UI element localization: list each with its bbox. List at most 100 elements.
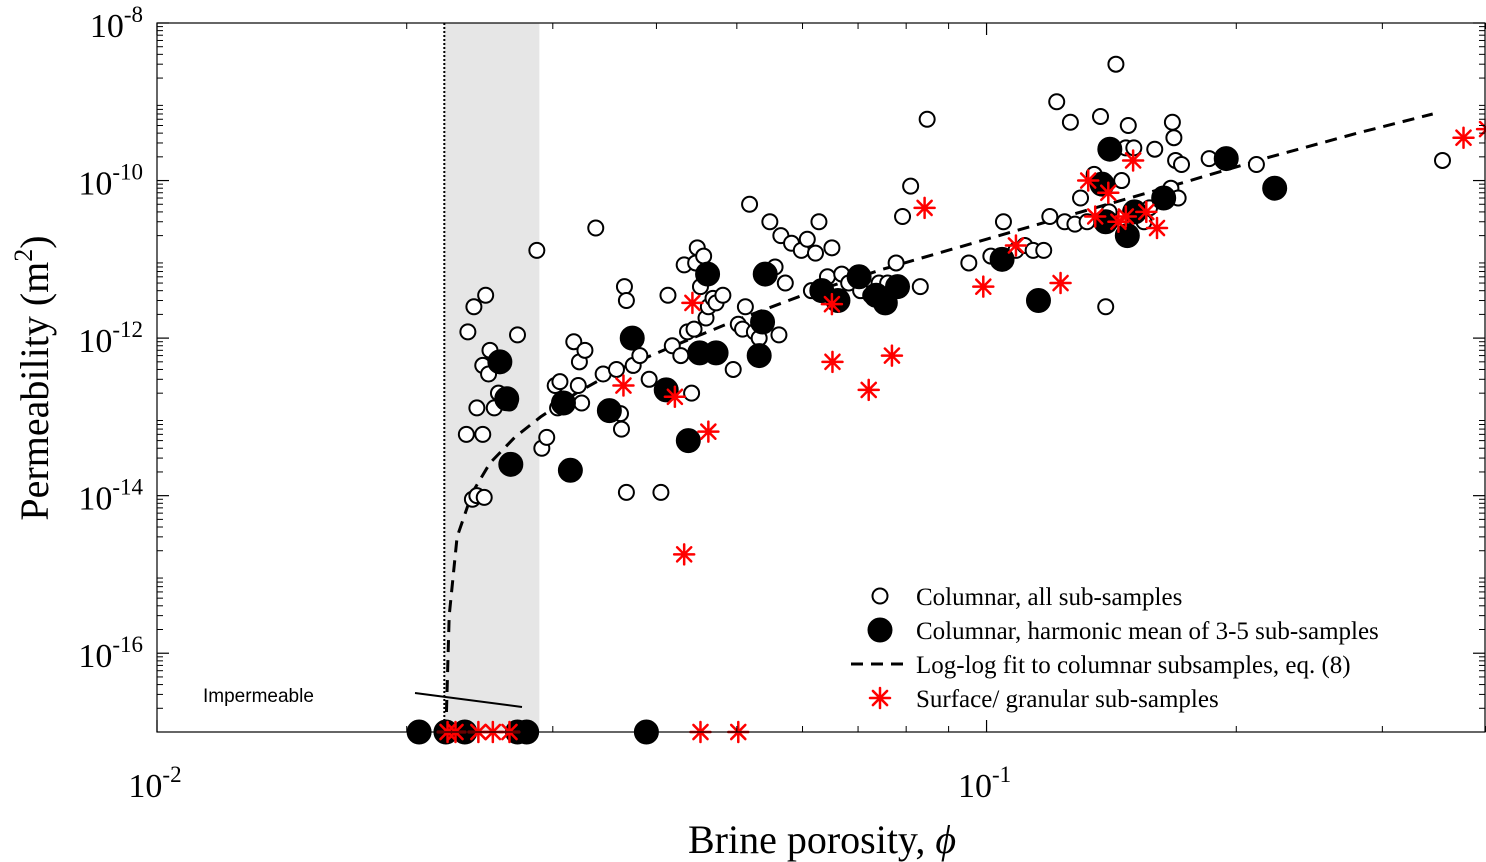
y-tick-label: 10-8 — [90, 2, 143, 45]
legend-label: Surface/ granular sub-samples — [916, 686, 1219, 713]
columnar-harmonic-mean-point — [750, 309, 776, 335]
surface-granular-point — [1076, 169, 1100, 192]
surface-granular-point — [1114, 205, 1138, 228]
columnar-harmonic-mean-point — [1114, 223, 1140, 249]
columnar-subsample-point — [1247, 155, 1265, 173]
surface-granular-point — [1083, 205, 1107, 228]
columnar-subsample-point — [761, 213, 779, 231]
columnar-subsample-point — [736, 298, 754, 316]
surface-granular-point — [857, 378, 880, 402]
columnar-subsample-point — [457, 425, 475, 443]
columnar-subsample-point — [887, 254, 905, 272]
columnar-subsample-point — [474, 425, 492, 443]
columnar-harmonic-mean-point — [596, 398, 622, 424]
legend-label: Columnar, harmonic mean of 3-5 sub-sampl… — [916, 618, 1379, 645]
columnar-subsample-point — [551, 373, 569, 391]
legend-asterisk-swatch — [868, 686, 892, 710]
columnar-subsample-point — [1173, 155, 1191, 173]
columnar-harmonic-mean-point — [498, 451, 524, 477]
columnar-harmonic-mean-point — [1213, 146, 1239, 172]
columnar-subsample-point — [615, 278, 633, 296]
x-tick-label: 10-2 — [128, 762, 181, 805]
columnar-subsample-point — [612, 420, 630, 438]
surface-granular-point — [672, 543, 696, 566]
x-axis-label: Brine porosity, ϕ — [688, 817, 956, 862]
columnar-subsample-point — [994, 213, 1012, 231]
surface-granular-point — [1107, 210, 1130, 233]
surface-granular-point — [913, 196, 936, 220]
columnar-subsample-point — [685, 320, 703, 338]
columnar-harmonic-mean-point — [550, 390, 576, 416]
columnar-harmonic-mean-point — [675, 428, 701, 454]
columnar-subsample-point — [741, 195, 759, 213]
columnar-subsample-point — [1165, 129, 1183, 147]
columnar-subsample-point — [672, 347, 690, 365]
columnar-subsample-point — [569, 377, 587, 395]
columnar-subsample-point — [724, 360, 742, 378]
columnar-subsample-point — [810, 213, 828, 231]
columnar-subsample-point — [617, 483, 635, 501]
legend-label: Log-log fit to columnar subsamples, eq. … — [916, 652, 1351, 679]
surface-granular-point — [1004, 234, 1028, 257]
columnar-harmonic-mean-point — [494, 386, 520, 412]
columnar-harmonic-mean-point — [487, 349, 513, 375]
columnar-subsample-point — [714, 286, 732, 304]
surface-granular-point — [821, 350, 844, 374]
columnar-subsample-point — [631, 347, 649, 365]
columnar-subsample-point — [475, 488, 493, 506]
surface-granular-point — [681, 291, 704, 315]
surface-granular-point — [820, 292, 844, 316]
columnar-subsample-point — [823, 239, 841, 257]
columnar-subsample-point — [528, 241, 546, 259]
columnar-harmonic-mean-point — [752, 261, 778, 287]
columnar-subsample-point — [465, 298, 483, 316]
columnar-subsample-point — [468, 399, 486, 417]
columnar-harmonic-mean-point — [1151, 185, 1177, 211]
columnar-subsample-point — [607, 360, 625, 378]
y-tick-label: 10-12 — [78, 317, 143, 360]
surface-granular-point — [612, 374, 635, 397]
columnar-subsample-point — [776, 274, 794, 292]
y-axis-label: Permeability (m2) — [9, 235, 57, 520]
columnar-subsample-point — [894, 207, 912, 225]
columnar-subsample-point — [587, 219, 605, 237]
columnar-subsample-point — [806, 244, 824, 262]
columnar-subsample-point — [1041, 207, 1059, 225]
columnar-harmonic-mean-point — [885, 274, 911, 300]
columnar-subsample-point — [695, 247, 713, 265]
columnar-subsample-point — [1433, 151, 1451, 169]
surface-granular-point — [1097, 181, 1120, 205]
columnar-subsample-point — [770, 326, 788, 344]
columnar-subsample-point — [565, 333, 583, 351]
columnar-harmonic-mean-point — [619, 325, 645, 351]
surface-granular-point — [880, 344, 904, 367]
y-tick-label: 10-16 — [78, 632, 143, 675]
columnar-subsample-point — [1092, 108, 1109, 126]
columnar-harmonic-mean-point — [1025, 288, 1051, 314]
columnar-subsample-point — [508, 326, 526, 344]
plot-frame — [156, 22, 1486, 733]
columnar-subsample-point — [659, 286, 677, 304]
surface-granular-point — [1121, 149, 1145, 172]
columnar-subsample-point — [652, 483, 670, 501]
columnar-subsample-point — [1163, 113, 1181, 131]
columnar-harmonic-mean-point — [846, 264, 872, 290]
columnar-subsample-point — [538, 428, 556, 446]
surface-granular-point — [697, 420, 720, 443]
surface-granular-point — [972, 275, 995, 298]
columnar-subsample-point — [798, 230, 816, 248]
y-tick-label: 10-10 — [78, 160, 143, 203]
columnar-subsample-point — [1048, 93, 1066, 111]
columnar-subsample-point — [573, 394, 591, 412]
columnar-harmonic-mean-point — [1097, 136, 1123, 162]
columnar-subsample-point — [617, 292, 635, 310]
columnar-subsample-point — [576, 341, 594, 359]
columnar-subsample-point — [477, 286, 495, 304]
legend-open-circle-swatch — [871, 587, 889, 605]
legend-filled-circle-swatch — [867, 617, 893, 643]
columnar-subsample-point — [902, 177, 920, 195]
impermeable-label: Impermeable — [203, 686, 314, 707]
columnar-harmonic-mean-point — [703, 340, 729, 366]
columnar-subsample-point — [911, 278, 929, 296]
